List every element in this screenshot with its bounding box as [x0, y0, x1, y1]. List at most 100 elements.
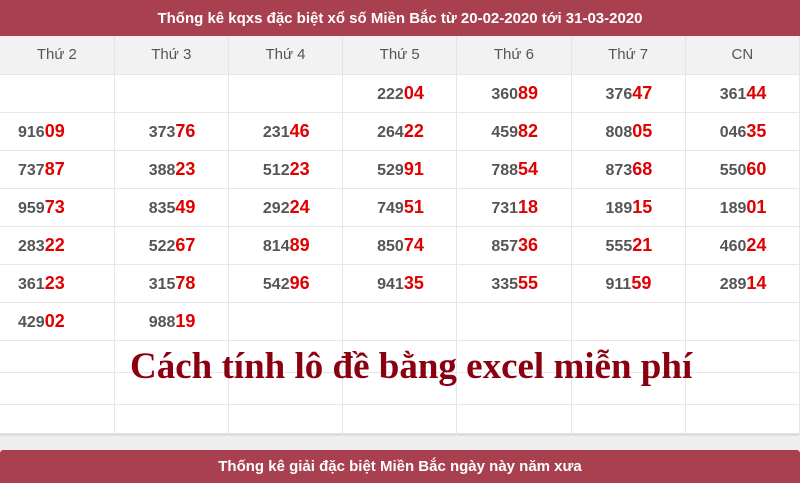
result-prefix: 264	[377, 123, 404, 141]
result-cell: 31578	[114, 263, 229, 303]
result-last-two: 15	[632, 196, 653, 217]
column-header: Thứ 2	[0, 36, 115, 74]
result-prefix: 360	[491, 85, 519, 103]
result-prefix: 731	[491, 199, 519, 217]
result-prefix: 555	[605, 237, 633, 255]
table-header-row: Thứ 2 Thứ 3 Thứ 4 Thứ 5 Thứ 6 Thứ 7 CN	[0, 36, 800, 74]
separator	[0, 436, 800, 450]
result-cell	[114, 73, 229, 113]
result-prefix: 542	[262, 275, 290, 293]
result-last-two: 14	[746, 272, 767, 293]
result-cell: 36123	[0, 263, 115, 303]
result-last-two: 44	[746, 82, 767, 103]
result-cell	[0, 73, 115, 113]
result-cell: 73787	[0, 149, 115, 189]
empty-row	[0, 403, 800, 437]
result-last-two: 05	[632, 120, 653, 141]
empty-cell	[114, 339, 229, 373]
result-prefix: 361	[719, 85, 747, 103]
result-cell: 55060	[685, 149, 800, 189]
result-cell	[342, 301, 458, 341]
result-cell: 94135	[342, 263, 458, 303]
column-header: Thứ 6	[456, 36, 572, 74]
result-cell: 85074	[342, 225, 458, 265]
result-cell	[571, 301, 686, 341]
result-prefix: 289	[719, 275, 747, 293]
result-cell: 54296	[228, 263, 344, 303]
result-prefix: 222	[377, 85, 404, 103]
result-cell: 91159	[571, 263, 686, 303]
result-prefix: 231	[262, 123, 290, 141]
result-cell: 81489	[228, 225, 344, 265]
result-prefix: 373	[148, 123, 176, 141]
result-cell: 85736	[456, 225, 572, 265]
result-last-two: 19	[175, 310, 196, 331]
result-cell: 73118	[456, 187, 572, 227]
result-last-two: 02	[44, 310, 65, 331]
result-last-two: 23	[44, 272, 65, 293]
table-row: 36123 31578 54296 94135 33555 91159 28914	[0, 263, 800, 303]
result-prefix: 857	[491, 237, 519, 255]
result-prefix: 873	[605, 161, 633, 179]
result-prefix: 835	[148, 199, 176, 217]
result-cell	[456, 301, 572, 341]
result-cell: 26422	[342, 111, 458, 151]
empty-cell	[571, 339, 686, 373]
empty-cell	[456, 403, 572, 437]
result-cell: 80805	[571, 111, 686, 151]
result-last-two: 23	[175, 158, 196, 179]
empty-cell	[0, 339, 115, 373]
section-title-bar[interactable]: Thống kê giải đặc biệt Miền Bắc ngày này…	[0, 450, 800, 483]
result-last-two: 89	[289, 234, 310, 255]
result-cell: 45982	[456, 111, 572, 151]
result-cell: 33555	[456, 263, 572, 303]
result-prefix: 189	[605, 199, 633, 217]
result-last-two: 91	[403, 158, 424, 179]
result-last-two: 59	[631, 272, 652, 293]
result-prefix: 429	[18, 313, 45, 331]
result-prefix: 941	[377, 275, 404, 293]
result-cell: 04635	[685, 111, 800, 151]
result-last-two: 68	[632, 158, 653, 179]
result-last-two: 78	[175, 272, 196, 293]
result-last-two: 22	[44, 234, 65, 255]
result-prefix: 335	[491, 275, 519, 293]
result-last-two: 76	[175, 120, 196, 141]
result-last-two: 67	[175, 234, 196, 255]
empty-cell	[685, 371, 800, 405]
result-prefix: 788	[491, 161, 519, 179]
result-prefix: 283	[18, 237, 45, 255]
result-prefix: 460	[719, 237, 747, 255]
result-prefix: 916	[18, 123, 45, 141]
result-cell: 37647	[571, 73, 686, 113]
result-last-two: 96	[289, 272, 310, 293]
column-header: Thứ 5	[342, 36, 458, 74]
result-cell: 18915	[571, 187, 686, 227]
result-cell: 18901	[685, 187, 800, 227]
result-prefix: 522	[148, 237, 176, 255]
result-prefix: 749	[377, 199, 404, 217]
result-cell: 42902	[0, 301, 115, 341]
result-last-two: 55	[518, 272, 539, 293]
empty-cell	[342, 339, 458, 373]
result-prefix: 361	[18, 275, 45, 293]
column-header: Thứ 7	[571, 36, 686, 74]
result-prefix: 459	[491, 123, 519, 141]
result-cell	[228, 301, 344, 341]
result-cell: 87368	[571, 149, 686, 189]
result-cell: 74951	[342, 187, 458, 227]
results-table: Thứ 2 Thứ 3 Thứ 4 Thứ 5 Thứ 6 Thứ 7 CN 22204 36…	[0, 36, 800, 437]
result-cell: 52267	[114, 225, 229, 265]
table-row: 22204 36089 37647 36144	[0, 73, 800, 113]
result-last-two: 74	[403, 234, 424, 255]
result-cell: 52991	[342, 149, 458, 189]
result-prefix: 512	[262, 161, 290, 179]
column-header: CN	[685, 36, 800, 74]
result-last-two: 35	[403, 272, 424, 293]
result-last-two: 24	[746, 234, 767, 255]
result-cell: 91609	[0, 111, 115, 151]
result-cell: 28322	[0, 225, 115, 265]
result-cell: 46024	[685, 225, 800, 265]
result-last-two: 60	[746, 158, 767, 179]
result-last-two: 89	[518, 82, 539, 103]
